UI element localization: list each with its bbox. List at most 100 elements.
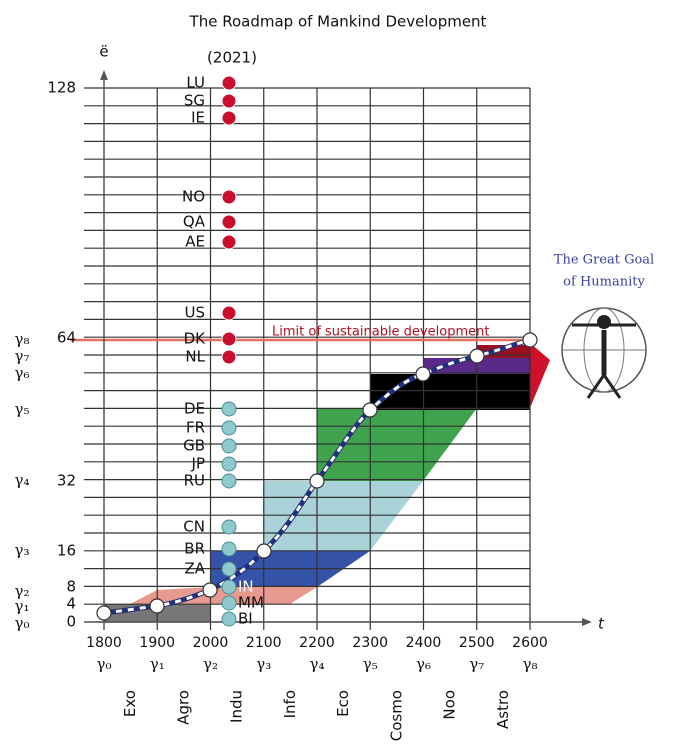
year-gamma: γ₂ [203, 655, 218, 673]
country-label: DE [184, 400, 205, 418]
country-dot [222, 612, 236, 626]
y-label: 64 [57, 329, 76, 347]
y-label: 16 [57, 542, 76, 560]
gamma-level: γ₃ [15, 541, 30, 559]
development-bands [104, 343, 550, 622]
title: The Roadmap of Mankind Development [189, 13, 487, 31]
country-dot [222, 542, 236, 556]
country-label: GB [183, 437, 205, 455]
milestone [97, 606, 111, 620]
milestone [363, 403, 377, 417]
country-label: NL [185, 348, 205, 366]
figure-leg [604, 375, 620, 398]
gamma-level: γ₀ [15, 614, 30, 632]
country-dot [222, 421, 236, 435]
x-axis-label: t [598, 615, 605, 633]
era-label: Eco [334, 690, 352, 717]
year-gamma: γ₄ [310, 655, 325, 673]
gamma-level: γ₈ [15, 330, 30, 348]
country-dot [222, 596, 236, 610]
year-gamma: γ₁ [150, 655, 165, 673]
country-dot [222, 520, 236, 534]
country-label: AE [185, 233, 205, 251]
y-label: 32 [57, 472, 76, 490]
y-axis-label: ë [99, 43, 108, 61]
roadmap-diagram: The Roadmap of Mankind Development (2021… [0, 0, 677, 747]
country-label: NO [182, 188, 205, 206]
country-dot [222, 235, 236, 249]
year-gamma: γ₀ [97, 655, 112, 673]
year-gamma: γ₅ [363, 655, 378, 673]
goal-figure [562, 308, 646, 398]
country-dot [222, 457, 236, 471]
country-label: BI [238, 610, 253, 628]
year-label: 2000 [193, 635, 229, 651]
gamma-level: γ₁ [15, 597, 30, 615]
year-label: 2100 [246, 635, 282, 651]
era-label: Noo [441, 690, 459, 720]
year-gamma: γ₆ [416, 655, 431, 673]
country-dot [222, 332, 236, 346]
country-label: DK [184, 330, 207, 348]
y-label: 4 [66, 595, 76, 613]
gamma-level: γ₇ [15, 347, 30, 365]
country-label: CN [183, 518, 205, 536]
country-label: ZA [184, 560, 205, 578]
year-label: 1900 [139, 635, 175, 651]
era-label: Indu [228, 690, 246, 723]
band-info [264, 481, 423, 551]
country-dot [222, 111, 236, 125]
year-label: 1800 [86, 635, 122, 651]
era-label: Info [281, 690, 299, 718]
year-label: 2300 [352, 635, 388, 651]
milestone [310, 474, 324, 488]
country-label: SG [184, 92, 205, 110]
country-dot [222, 215, 236, 229]
country-dot [222, 474, 236, 488]
gamma-level: γ₄ [15, 471, 30, 489]
milestone [257, 544, 271, 558]
country-dot [222, 306, 236, 320]
country-dot [222, 190, 236, 204]
milestone [470, 349, 484, 363]
country-dot [222, 76, 236, 90]
subtitle: (2021) [207, 49, 257, 67]
country-dot [222, 402, 236, 416]
goal-text: The Great Goal [554, 253, 654, 268]
era-label: Cosmo [387, 690, 405, 741]
country-dot [222, 562, 236, 576]
country-label: LU [186, 74, 205, 92]
year-gamma: γ₃ [256, 655, 271, 673]
milestone [416, 367, 430, 381]
y-label: 0 [66, 613, 76, 631]
country-dot [222, 580, 236, 594]
gamma-level: γ₅ [15, 400, 30, 418]
goal-arrow [530, 343, 550, 408]
gamma-level: γ₆ [15, 364, 30, 382]
country-label: FR [186, 419, 205, 437]
year-label: 2400 [406, 635, 442, 651]
goal-text: of Humanity [563, 275, 645, 290]
year-label: 2200 [299, 635, 335, 651]
figure-head [597, 315, 611, 329]
year-label: 2500 [459, 635, 495, 651]
era-label: Exo [121, 690, 139, 717]
country-label: BR [184, 540, 205, 558]
country-label: RU [184, 472, 205, 490]
y-label: 8 [66, 578, 76, 596]
x-axis-arrow [582, 618, 592, 626]
year-label: 2600 [512, 635, 548, 651]
milestone [203, 583, 217, 597]
country-dot [222, 350, 236, 364]
country-dot [222, 439, 236, 453]
milestone [150, 599, 164, 613]
limit-label: Limit of sustainable development [272, 325, 489, 340]
y-label: 128 [47, 79, 76, 97]
country-label: QA [183, 213, 206, 231]
milestone [523, 333, 537, 347]
y-axis-arrow [100, 70, 108, 80]
year-gamma: γ₇ [469, 655, 484, 673]
country-label: JP [191, 455, 205, 473]
country-dot [222, 94, 236, 108]
country-label: IE [191, 109, 205, 127]
